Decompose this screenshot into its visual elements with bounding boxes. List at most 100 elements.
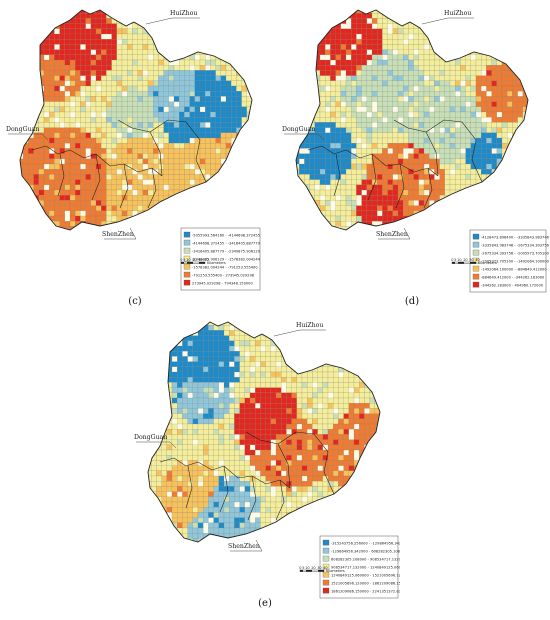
grid-cell (475, 28, 482, 35)
grid-cell (364, 429, 370, 435)
grid-cell (246, 163, 252, 170)
grid-cell (251, 59, 252, 66)
grid-cell (184, 127, 190, 133)
grid-cell (387, 122, 393, 128)
grid-cell (351, 143, 357, 149)
grid-cell (33, 75, 39, 81)
grid-cell (20, 23, 24, 29)
grid-cell (38, 18, 45, 24)
grid-cell (382, 91, 388, 97)
grid-cell (423, 85, 430, 92)
grid-cell (225, 23, 232, 29)
grid-cell (301, 429, 308, 435)
grid-cell (460, 117, 466, 123)
grid-cell (85, 210, 91, 217)
grid-cell (470, 221, 477, 227)
grid-cell (356, 111, 362, 118)
grid-cell (132, 195, 138, 201)
grid-cell (64, 117, 71, 123)
grid-cell (333, 325, 339, 331)
grid-cell (33, 101, 39, 107)
grid-cell (192, 392, 199, 399)
grid-cell (322, 351, 329, 357)
grid-cell (351, 23, 357, 29)
grid-cell (161, 408, 167, 414)
grid-cell (507, 39, 513, 45)
grid-cell (465, 215, 471, 222)
grid-cell (340, 163, 347, 170)
grid-cell (132, 39, 138, 45)
grid-cell (413, 44, 419, 50)
grid-cell (335, 169, 341, 175)
grid-cell (299, 44, 305, 50)
grid-cell (444, 23, 451, 29)
grid-cell (333, 382, 339, 388)
grid-cell (496, 148, 503, 154)
grid-cell (234, 397, 240, 404)
grid-cell (408, 200, 414, 206)
grid-cell (501, 205, 508, 211)
grid-cell (121, 127, 128, 133)
grid-cell (246, 158, 252, 165)
grid-cell (299, 70, 305, 76)
grid-cell (429, 137, 435, 144)
grid-cell (223, 397, 230, 404)
grid-cell (507, 23, 513, 29)
grid-cell (413, 39, 419, 45)
grid-cell (444, 80, 451, 87)
grid-cell (418, 33, 425, 40)
grid-cell (348, 423, 355, 430)
grid-cell (353, 325, 360, 331)
grid-cell (213, 439, 219, 445)
grid-cell (481, 221, 487, 227)
grid-cell (475, 117, 482, 123)
grid-cell (486, 143, 492, 149)
grid-cell (251, 33, 252, 40)
grid-cell (439, 174, 445, 180)
grid-cell (213, 403, 219, 409)
grid-cell (20, 39, 24, 45)
grid-cell (147, 189, 154, 196)
grid-cell (345, 132, 352, 139)
grid-cell (241, 200, 247, 206)
grid-cell (371, 65, 378, 71)
grid-cell (28, 33, 34, 40)
grid-cell (449, 127, 456, 133)
grid-cell (116, 153, 123, 159)
grid-cell (382, 111, 388, 118)
grid-cell (220, 169, 227, 175)
grid-cell (151, 382, 157, 388)
grid-cell (455, 18, 461, 24)
grid-cell (314, 221, 321, 227)
grid-cell (229, 387, 235, 393)
grid-cell (449, 226, 456, 230)
grid-cell (59, 49, 65, 55)
grid-cell (439, 221, 445, 227)
grid-cell (291, 382, 297, 388)
scale-bar-segment (458, 262, 464, 264)
grid-cell (333, 377, 339, 383)
grid-cell (220, 215, 227, 222)
grid-cell (241, 54, 247, 61)
grid-cell (223, 351, 230, 357)
grid-cell (168, 221, 175, 227)
grid-cell (403, 189, 409, 196)
grid-cell (106, 117, 112, 123)
grid-cell (299, 210, 305, 217)
grid-cell (177, 434, 183, 440)
scale-unit-label: Kilometers (207, 261, 226, 265)
grid-cell (171, 335, 178, 341)
grid-cell (192, 444, 199, 451)
grid-cell (163, 189, 169, 196)
grid-cell (330, 96, 336, 102)
grid-cell (205, 106, 211, 113)
grid-cell (369, 455, 375, 461)
grid-cell (423, 91, 430, 97)
grid-cell (244, 418, 251, 425)
grid-cell (527, 127, 528, 133)
grid-cell (481, 111, 487, 118)
grid-cell (496, 179, 503, 185)
grid-cell (449, 85, 456, 92)
grid-cell (111, 23, 117, 29)
grid-cell (127, 70, 133, 76)
